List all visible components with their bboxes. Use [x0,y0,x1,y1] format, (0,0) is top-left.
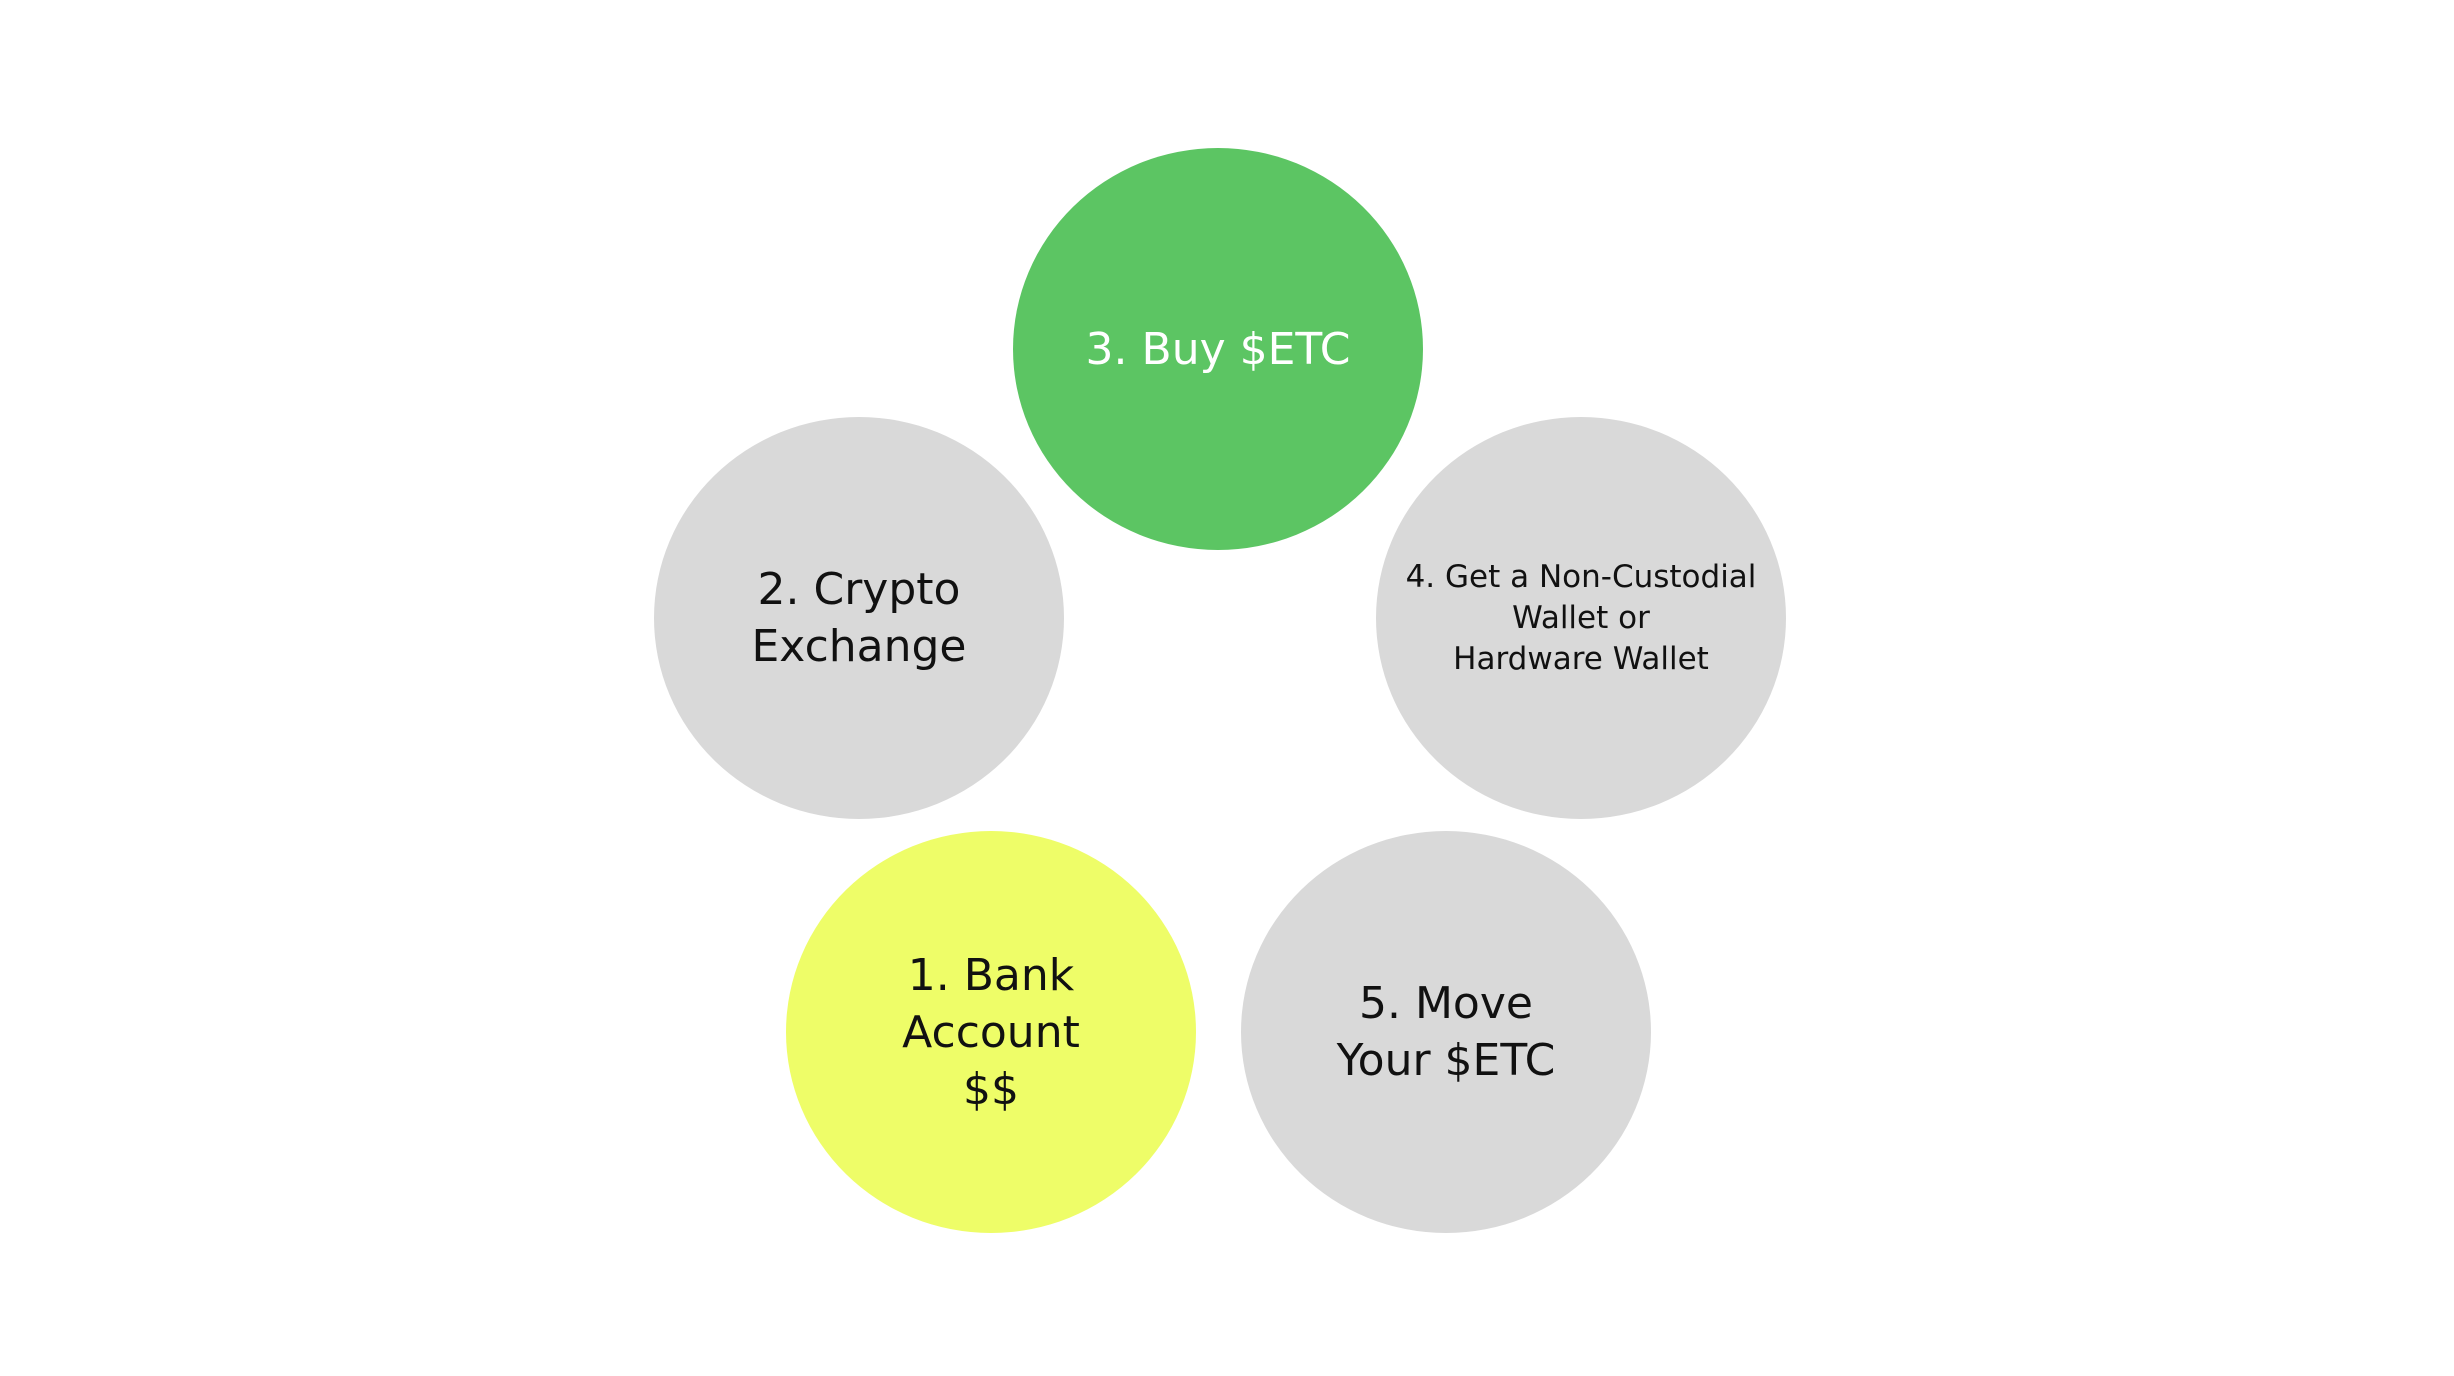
step-4-wallet-circle: 4. Get a Non-Custodial Wallet or Hardwar… [1376,417,1786,819]
step-1-label: 1. Bank Account $$ [902,949,1080,1115]
step-3-buy-etc-circle: 3. Buy $ETC [1013,148,1423,550]
step-2-crypto-exchange-circle: 2. Crypto Exchange [654,417,1064,819]
step-4-label: 4. Get a Non-Custodial Wallet or Hardwar… [1405,558,1757,677]
step-1-bank-account-circle: 1. Bank Account $$ [786,831,1196,1233]
step-5-label: 5. Move Your $ETC [1336,978,1556,1086]
step-3-label: 3. Buy $ETC [1085,323,1351,375]
step-5-move-etc-circle: 5. Move Your $ETC [1241,831,1651,1233]
step-2-label: 2. Crypto Exchange [751,564,967,672]
